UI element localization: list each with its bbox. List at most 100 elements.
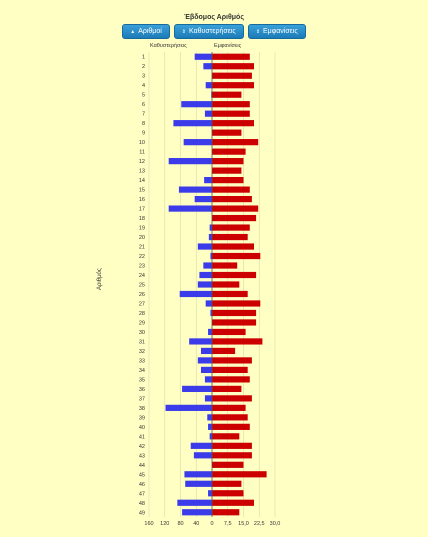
appearance-bar[interactable] bbox=[212, 186, 250, 193]
appearance-bar[interactable] bbox=[212, 328, 246, 336]
appearance-bar[interactable] bbox=[212, 499, 254, 506]
appearance-bar[interactable] bbox=[212, 110, 250, 117]
delay-bar[interactable] bbox=[205, 82, 212, 89]
sort-delays-button[interactable]: ⇕ Καθυστερήσεις bbox=[173, 24, 244, 39]
delay-bar[interactable] bbox=[200, 366, 212, 374]
category-label: 6 bbox=[142, 102, 145, 108]
appearance-bar[interactable] bbox=[212, 205, 259, 212]
delay-bar[interactable] bbox=[181, 101, 212, 108]
delay-bar[interactable] bbox=[199, 271, 212, 279]
delay-bar[interactable] bbox=[173, 120, 212, 127]
appearance-bar[interactable] bbox=[212, 290, 248, 298]
appearance-bar[interactable] bbox=[212, 195, 252, 203]
appearance-bar[interactable] bbox=[212, 490, 244, 497]
delay-bar[interactable] bbox=[210, 309, 212, 317]
appearance-bar[interactable] bbox=[212, 471, 267, 478]
category-label: 24 bbox=[139, 273, 145, 279]
appearance-bar[interactable] bbox=[212, 120, 254, 127]
category-label: 9 bbox=[142, 131, 145, 137]
delay-bar[interactable] bbox=[193, 452, 212, 459]
appearance-bar[interactable] bbox=[212, 148, 246, 155]
category-label: 47 bbox=[139, 491, 145, 497]
appearance-bar[interactable] bbox=[212, 214, 257, 222]
appearance-bar[interactable] bbox=[212, 243, 254, 250]
delay-bar[interactable] bbox=[208, 423, 212, 430]
appearance-bar[interactable] bbox=[212, 300, 261, 307]
delay-bar[interactable] bbox=[208, 490, 212, 497]
appearance-bar[interactable] bbox=[212, 442, 252, 449]
delay-bar[interactable] bbox=[185, 480, 212, 487]
delay-bar[interactable] bbox=[204, 110, 212, 117]
x-tick-label: 30,0 bbox=[270, 521, 281, 527]
delay-bar[interactable] bbox=[179, 290, 212, 298]
appearance-bar[interactable] bbox=[212, 262, 238, 269]
appearance-bar[interactable] bbox=[212, 129, 242, 136]
delay-bar[interactable] bbox=[204, 177, 212, 184]
appearance-bar[interactable] bbox=[212, 404, 246, 411]
delay-bar[interactable] bbox=[200, 347, 212, 355]
delay-bar[interactable] bbox=[197, 357, 212, 364]
delay-bar[interactable] bbox=[177, 499, 212, 506]
x-tick-label: 40 bbox=[193, 521, 199, 527]
appearance-bar[interactable] bbox=[212, 376, 250, 383]
delay-bar[interactable] bbox=[178, 186, 212, 193]
delay-bar[interactable] bbox=[190, 442, 212, 449]
delay-bar[interactable] bbox=[208, 328, 212, 336]
appearance-bar[interactable] bbox=[212, 423, 250, 430]
appearance-bar[interactable] bbox=[212, 72, 252, 79]
appearance-bar[interactable] bbox=[212, 395, 252, 402]
delay-bar[interactable] bbox=[194, 195, 212, 203]
appearance-bar[interactable] bbox=[212, 357, 252, 364]
delay-bar[interactable] bbox=[205, 300, 212, 307]
appearance-bar[interactable] bbox=[212, 91, 242, 98]
delay-bar[interactable] bbox=[208, 233, 212, 241]
appearance-bar[interactable] bbox=[212, 177, 244, 184]
delay-bar[interactable] bbox=[168, 158, 212, 165]
delay-bar[interactable] bbox=[203, 63, 212, 70]
delay-bar[interactable] bbox=[168, 205, 212, 212]
appearance-bar[interactable] bbox=[212, 252, 261, 260]
appearance-bar[interactable] bbox=[212, 366, 248, 374]
delay-bar[interactable] bbox=[194, 53, 212, 60]
delay-bar[interactable] bbox=[184, 471, 212, 478]
delay-bar[interactable] bbox=[203, 262, 212, 269]
appearance-bar[interactable] bbox=[212, 233, 248, 241]
appearance-bar[interactable] bbox=[212, 271, 257, 279]
delay-bar[interactable] bbox=[210, 252, 212, 260]
delay-bar[interactable] bbox=[209, 224, 212, 231]
delay-bar[interactable] bbox=[183, 139, 212, 146]
sort-appearances-button[interactable]: ⇕ Εμφανίσεις bbox=[247, 24, 306, 39]
appearance-bar[interactable] bbox=[212, 480, 242, 487]
appearance-bar[interactable] bbox=[212, 53, 250, 60]
appearance-bar[interactable] bbox=[212, 281, 240, 288]
delay-bar[interactable] bbox=[204, 376, 212, 383]
appearance-bar[interactable] bbox=[212, 82, 254, 89]
appearance-bar[interactable] bbox=[212, 309, 257, 317]
appearance-bar[interactable] bbox=[212, 433, 240, 440]
delay-bar[interactable] bbox=[197, 281, 212, 288]
delay-bar[interactable] bbox=[182, 385, 212, 392]
appearance-bar[interactable] bbox=[212, 101, 250, 108]
delay-bar[interactable] bbox=[204, 395, 212, 402]
delay-bar[interactable] bbox=[189, 338, 212, 345]
appearance-bar[interactable] bbox=[212, 347, 236, 355]
appearance-bar[interactable] bbox=[212, 167, 242, 174]
delay-bar[interactable] bbox=[197, 243, 212, 250]
appearance-bar[interactable] bbox=[212, 414, 248, 421]
delay-bar[interactable] bbox=[165, 404, 212, 411]
appearance-bar[interactable] bbox=[212, 319, 257, 326]
appearance-bar[interactable] bbox=[212, 338, 263, 345]
delay-bar[interactable] bbox=[209, 433, 212, 440]
appearance-bar[interactable] bbox=[212, 224, 250, 231]
delay-bar[interactable] bbox=[182, 509, 212, 516]
category-label: 44 bbox=[139, 463, 145, 469]
sort-numbers-button[interactable]: ▲ Αριθμοί bbox=[122, 24, 170, 39]
appearance-bar[interactable] bbox=[212, 385, 242, 392]
delay-bar[interactable] bbox=[207, 414, 212, 421]
appearance-bar[interactable] bbox=[212, 63, 254, 70]
appearance-bar[interactable] bbox=[212, 139, 259, 146]
appearance-bar[interactable] bbox=[212, 461, 244, 468]
appearance-bar[interactable] bbox=[212, 509, 240, 516]
appearance-bar[interactable] bbox=[212, 452, 252, 459]
appearance-bar[interactable] bbox=[212, 158, 244, 165]
